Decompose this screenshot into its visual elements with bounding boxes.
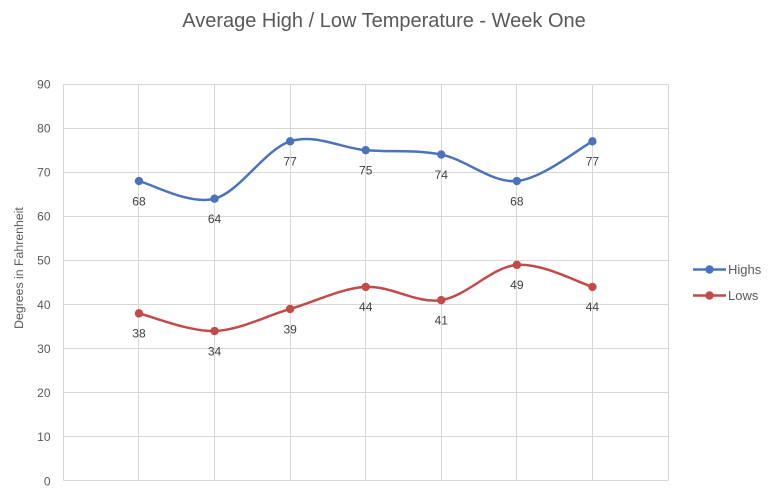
svg-text:49: 49 (510, 278, 524, 292)
svg-text:0: 0 (44, 474, 51, 488)
svg-text:60: 60 (37, 210, 51, 224)
svg-text:44: 44 (359, 300, 373, 314)
svg-text:10: 10 (37, 430, 51, 444)
svg-text:77: 77 (586, 155, 600, 169)
svg-text:90: 90 (37, 77, 51, 91)
svg-text:20: 20 (37, 386, 51, 400)
svg-text:80: 80 (37, 121, 51, 135)
svg-text:64: 64 (208, 212, 222, 226)
svg-text:41: 41 (435, 313, 449, 327)
svg-text:38: 38 (132, 327, 146, 341)
svg-text:Average High / Low Temperature: Average High / Low Temperature - Week On… (182, 10, 586, 32)
svg-text:30: 30 (37, 342, 51, 356)
svg-text:39: 39 (283, 322, 297, 336)
svg-text:74: 74 (435, 168, 449, 182)
svg-text:70: 70 (37, 166, 51, 180)
svg-text:44: 44 (586, 300, 600, 314)
svg-text:34: 34 (208, 344, 222, 358)
svg-text:Highs: Highs (728, 262, 762, 277)
svg-text:Degrees in Fahrenheit: Degrees in Fahrenheit (12, 207, 26, 329)
svg-text:75: 75 (359, 163, 373, 177)
svg-text:50: 50 (37, 254, 51, 268)
svg-text:68: 68 (510, 194, 524, 208)
svg-text:Lows: Lows (728, 288, 759, 303)
svg-text:77: 77 (283, 155, 297, 169)
svg-text:68: 68 (132, 194, 146, 208)
svg-text:40: 40 (37, 298, 51, 312)
